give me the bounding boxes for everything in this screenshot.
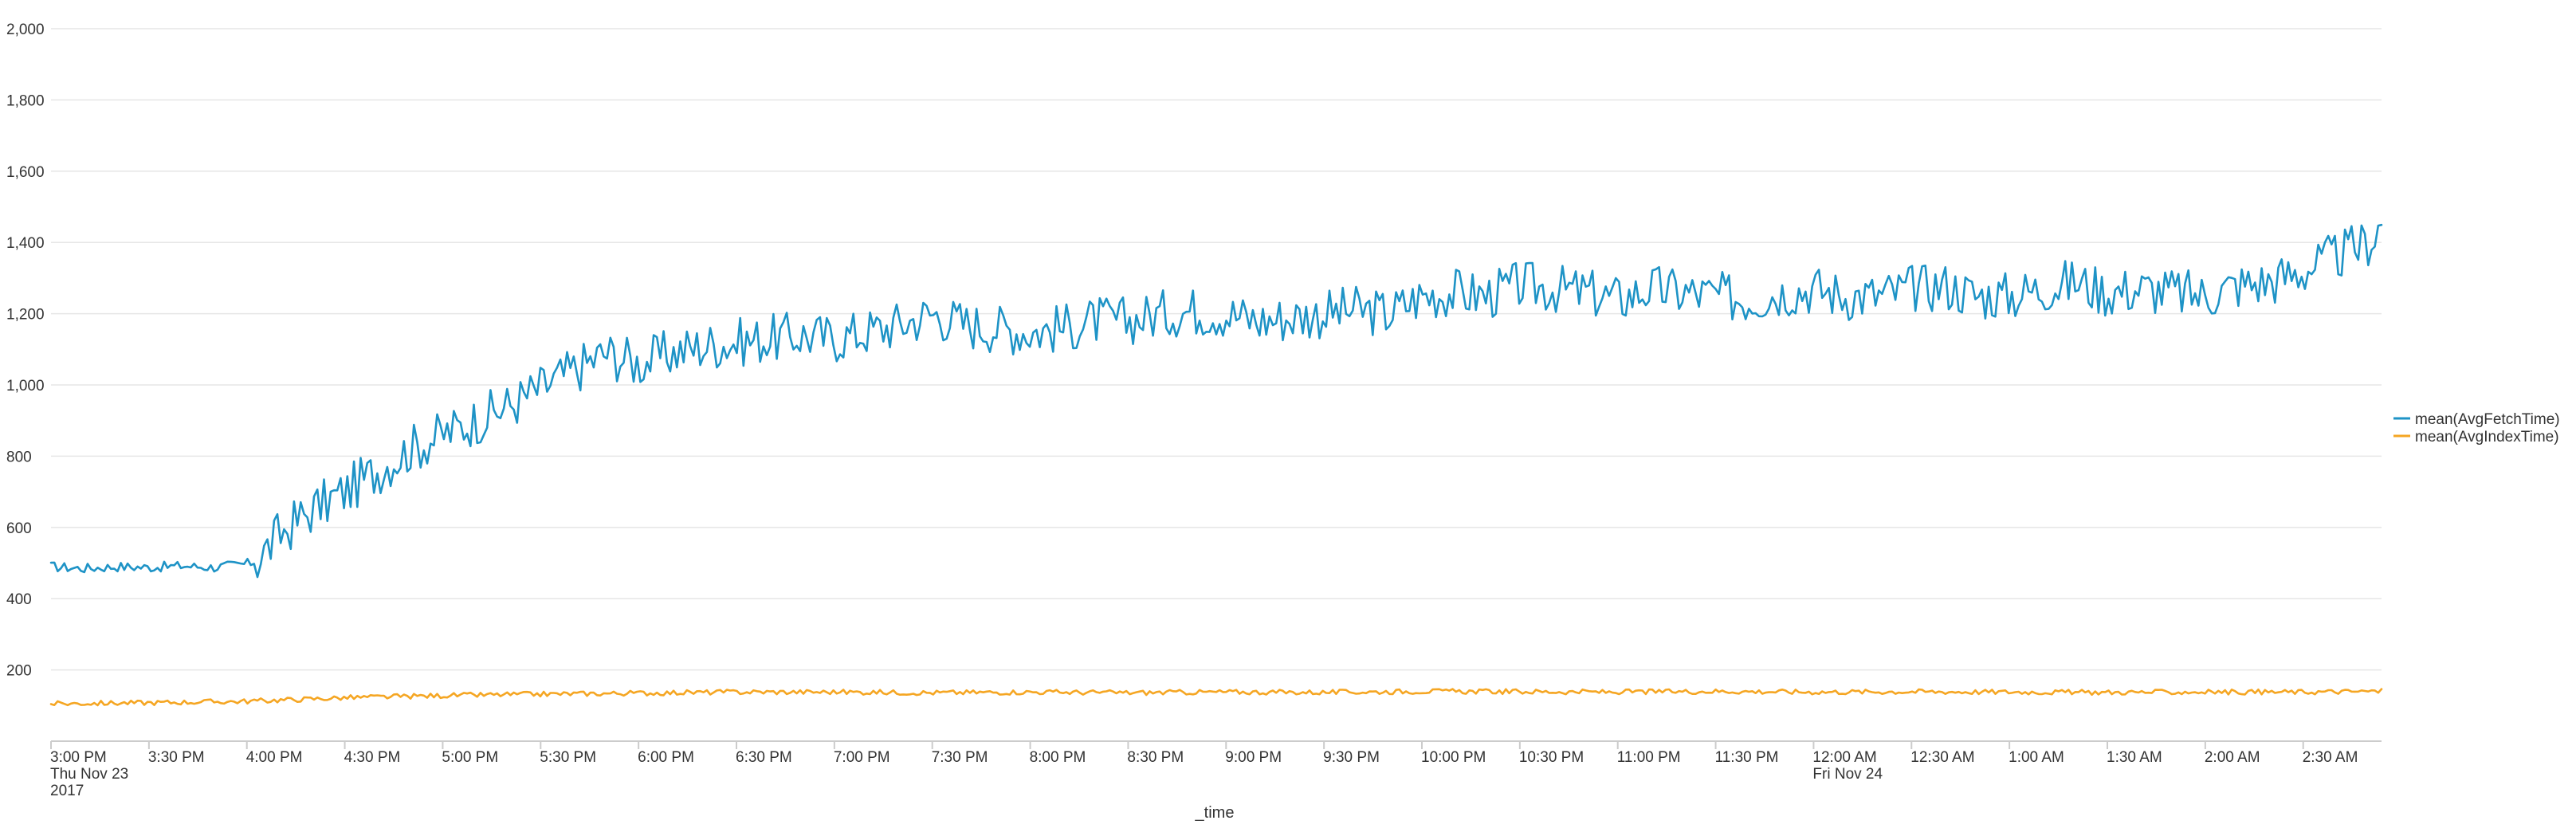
- x-tick-label: 5:30 PM: [540, 749, 596, 766]
- x-tick-label: 11:30 PM: [1715, 749, 1779, 766]
- y-tick-label: 400: [6, 591, 32, 608]
- y-tick-label: 800: [6, 449, 32, 465]
- x-tick-label: 1:00 AM: [2009, 749, 2064, 766]
- x-tick-label: 3:30 PM: [148, 749, 205, 766]
- series-lines: [49, 223, 2383, 707]
- y-tick-label: 600: [6, 520, 32, 537]
- series-line: [49, 223, 2383, 579]
- legend: mean(AvgFetchTime)mean(AvgIndexTime): [2393, 411, 2560, 445]
- x-tick-label: 3:00 PM Thu Nov 23 2017: [50, 749, 128, 799]
- x-tick-label: 11:00 PM: [1617, 749, 1681, 766]
- x-tick-label: 2:00 AM: [2205, 749, 2260, 766]
- y-tick-label: 1,600: [6, 164, 45, 181]
- x-tick-label: 7:30 PM: [932, 749, 988, 766]
- y-tick-label: 2,000: [6, 22, 45, 38]
- x-tick-label: 10:30 PM: [1519, 749, 1584, 766]
- x-tick-label: 2:30 AM: [2303, 749, 2358, 766]
- y-tick-label: 1,000: [6, 378, 45, 394]
- x-tick-label: 9:00 PM: [1225, 749, 1282, 766]
- legend-label: mean(AvgIndexTime): [2415, 429, 2559, 445]
- x-tick-label: 7:00 PM: [834, 749, 890, 766]
- x-tick-label: 12:30 AM: [1910, 749, 1974, 766]
- y-tick-label: 1,400: [6, 235, 45, 252]
- y-tick-label: 1,800: [6, 92, 45, 109]
- x-tick-label: 6:00 PM: [638, 749, 694, 766]
- y-axis: 2,000 1,800 1,600 1,400 1,200 1,000 800 600 400 2…: [6, 22, 45, 680]
- x-tick-label: 12:00 AM Fri Nov 24: [1812, 749, 1883, 783]
- x-tick-label: 4:00 PM: [246, 749, 303, 766]
- x-tick-label: 10:00 PM: [1421, 749, 1486, 766]
- x-tick-label: 1:30 AM: [2107, 749, 2162, 766]
- x-tick-label: 4:30 PM: [344, 749, 401, 766]
- x-axis: 3:00 PM Thu Nov 23 2017 3:30 PM 4:00 PM 4:30 …: [50, 740, 2382, 799]
- series-line: [49, 688, 2383, 707]
- x-tick-label: 6:30 PM: [736, 749, 792, 766]
- x-tick-label: 8:00 PM: [1030, 749, 1086, 766]
- x-tick-label: 8:30 PM: [1127, 749, 1184, 766]
- x-tick-label: 9:30 PM: [1323, 749, 1380, 766]
- y-tick-label: 200: [6, 663, 32, 680]
- gridlines: [51, 28, 2382, 671]
- x-axis-title: _time: [1195, 804, 1235, 822]
- x-tick-label: 5:00 PM: [442, 749, 498, 766]
- y-tick-label: 1,200: [6, 307, 45, 324]
- legend-label: mean(AvgFetchTime): [2415, 411, 2560, 428]
